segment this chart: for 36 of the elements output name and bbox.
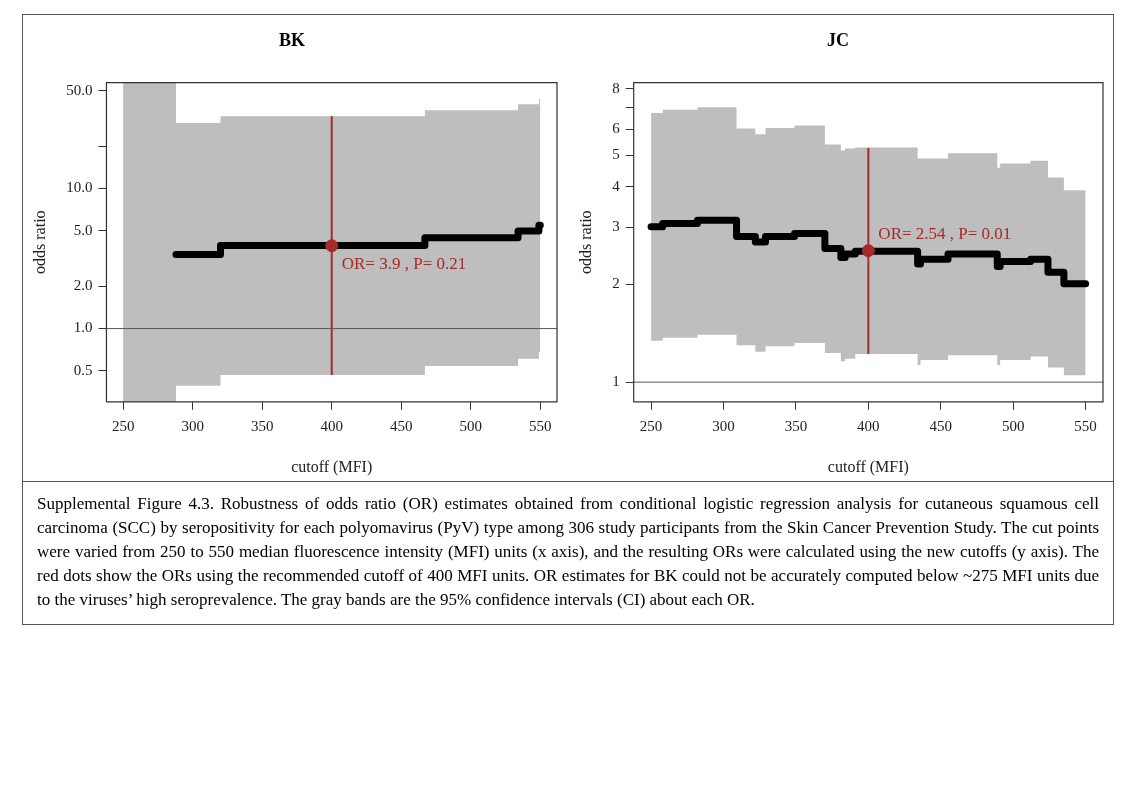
y-tick-label: 6 bbox=[612, 120, 621, 137]
x-tick-label: 550 bbox=[529, 417, 552, 434]
y-tick-label: 1.0 bbox=[73, 319, 93, 336]
chart-title: JC bbox=[827, 30, 849, 51]
x-tick-label: 450 bbox=[390, 417, 413, 434]
y-tick-label: 5 bbox=[612, 146, 620, 163]
x-tick-label: 250 bbox=[111, 417, 135, 434]
text: Supplemental Figure 4.3. Robustness of odds ratio (OR) estimates obtained from conditional logistic regression analysis for cutaneous squamous cell carcinoma (SCC) by seropositivity for each polyomavirus (PyV) type among 306 study participants from the Skin Cancer Prevention Study. The cut points were varied from 250 to 550 median fluorescence intensity (MFI) units (x axis), and the resulting ORs were calculated using the new cutoffs (y axis). The red dots show the ORs using the recommended cutoff of 400 MFI units. OR estimates for BK could not be accurately computed below ~275 MFI units due to the viruses’ high seroprevalence. The gray bands are the 95% confidence intervals (CI) about each OR. bbox=[37, 493, 1099, 611]
y-tick-label: 8 bbox=[612, 79, 620, 96]
x-tick-label: 300 bbox=[712, 417, 735, 434]
y-tick-label: 50.0 bbox=[66, 81, 93, 98]
x-tick-label: 250 bbox=[639, 417, 663, 434]
chart-title: BK bbox=[278, 30, 306, 51]
annotation: OR= 2.54 , P= 0.01 bbox=[878, 223, 1012, 243]
y-tick-label: 2.0 bbox=[73, 277, 93, 294]
x-tick-label: 400 bbox=[857, 417, 880, 434]
x-tick-label: 400 bbox=[320, 417, 343, 434]
y-tick-label: 3 bbox=[612, 218, 620, 235]
y-axis-title: odds ratio bbox=[30, 210, 48, 274]
x-tick-label: 350 bbox=[250, 417, 274, 434]
y-tick-label: 1 bbox=[612, 373, 620, 390]
x-tick-label: 550 bbox=[1074, 417, 1097, 434]
x-tick-label: 350 bbox=[784, 417, 808, 434]
x-tick-label: 500 bbox=[459, 417, 483, 434]
y-tick-label: 0.5 bbox=[73, 361, 93, 378]
y-tick-label: 2 bbox=[612, 275, 620, 292]
x-axis-title: cutoff (MFI) bbox=[827, 457, 909, 476]
x-tick-label: 500 bbox=[1001, 417, 1025, 434]
y-axis-title: odds ratio bbox=[576, 210, 594, 274]
annotation: OR= 3.9 , P= 0.21 bbox=[341, 253, 467, 273]
y-tick-label: 4 bbox=[612, 177, 621, 194]
x-axis-title: cutoff (MFI) bbox=[291, 457, 373, 476]
y-tick-label: 5.0 bbox=[73, 221, 93, 238]
x-tick-label: 450 bbox=[929, 417, 953, 434]
x-tick-label: 300 bbox=[181, 417, 204, 434]
y-tick-label: 10.0 bbox=[66, 179, 93, 196]
